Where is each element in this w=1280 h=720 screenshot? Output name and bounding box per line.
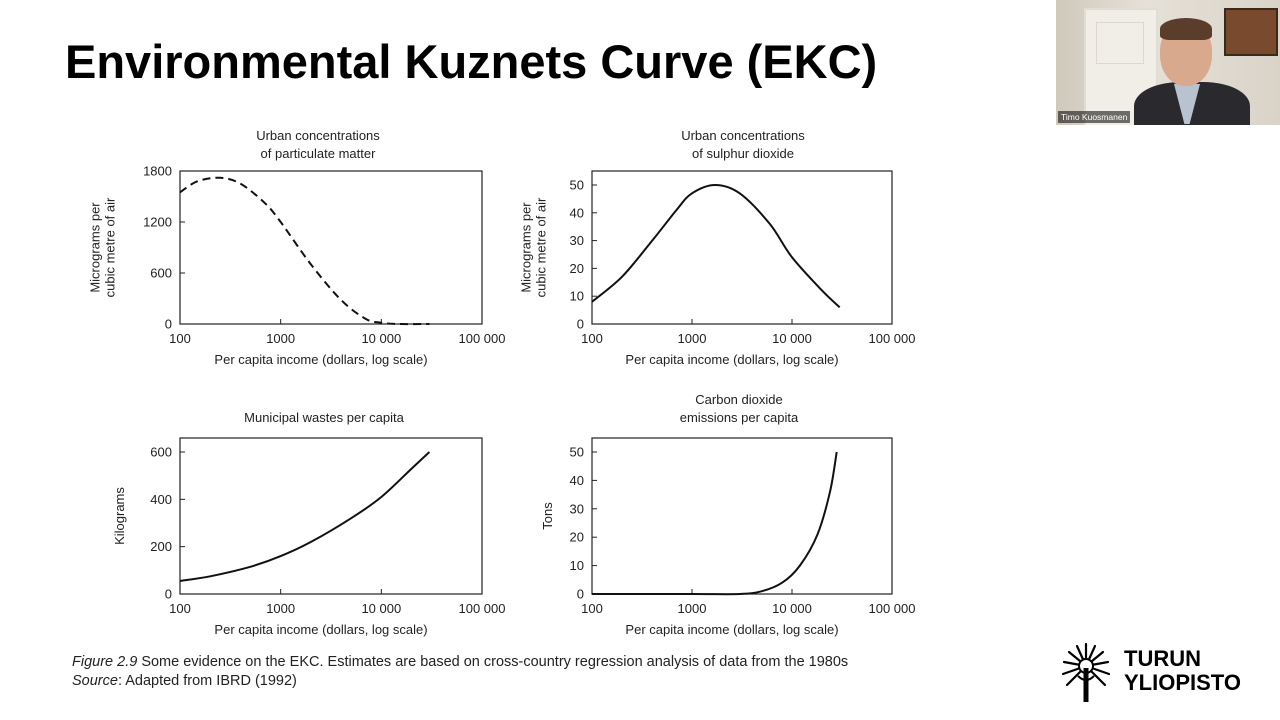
y-tick-label: 600: [150, 266, 172, 281]
chart-4: 100 1000 10 000 100 000 0 10 20 30 40 50 Per capit…: [540, 392, 916, 637]
chart-title: of sulphur dioxide: [692, 146, 794, 161]
plot-frame: [179, 437, 483, 595]
y-axis-label: cubic metre of air: [103, 197, 118, 297]
chart-2: 100 1000 10 000 100 000 0 10 20 30 40 50 Per capit…: [519, 128, 916, 367]
logo-line-1: TURUN: [1124, 646, 1201, 671]
chart-title: Carbon dioxide: [695, 392, 782, 407]
x-tick-label: 10 000: [361, 601, 401, 616]
x-axis-label: Per capita income (dollars, log scale): [214, 352, 427, 367]
webcam-participant-name: Timo Kuosmanen: [1058, 111, 1131, 123]
y-axis-label: Kilograms: [112, 487, 127, 545]
x-axis-label: Per capita income (dollars, log scale): [625, 352, 838, 367]
chart-title: Urban concentrations: [256, 128, 380, 143]
y-tick-label: 40: [570, 473, 584, 488]
torch-emblem-icon: [1061, 642, 1111, 702]
y-tick-label: 0: [165, 587, 172, 602]
y-axis-label: cubic metre of air: [534, 197, 549, 297]
x-tick-label: 100: [581, 331, 603, 346]
figure-caption-text: Some evidence on the EKC. Estimates are …: [137, 654, 849, 670]
x-tick-label: 100: [169, 331, 191, 346]
y-tick-label: 200: [150, 539, 172, 554]
figure-label: Figure 2.9: [72, 654, 138, 670]
x-tick-label: 100 000: [869, 601, 916, 616]
x-tick-label: 100: [581, 601, 603, 616]
x-tick-label: 1000: [266, 331, 295, 346]
plot-frame: [179, 170, 483, 325]
plot-frame: [591, 170, 893, 325]
source-text: : Adapted from IBRD (1992): [117, 673, 297, 689]
y-axis-label: Tons: [540, 502, 555, 530]
series-line: [592, 451, 838, 596]
x-tick-label: 10 000: [772, 601, 812, 616]
university-logo: TURUN YLIOPISTO: [1061, 642, 1241, 702]
x-tick-label: 100 000: [869, 331, 916, 346]
y-tick-label: 0: [577, 587, 584, 602]
chart-title: emissions per capita: [680, 410, 799, 425]
y-tick-label: 40: [570, 205, 584, 220]
x-axis-label: Per capita income (dollars, log scale): [625, 622, 838, 637]
y-tick-label: 20: [570, 261, 584, 276]
series-line: [591, 183, 841, 309]
chart-title: Urban concentrations: [681, 128, 805, 143]
chart-3: 100 1000 10 000 100 000 0 200 400 600 Per capita…: [112, 410, 506, 637]
x-tick-label: 10 000: [772, 331, 812, 346]
y-tick-label: 10: [570, 558, 584, 573]
x-tick-label: 100 000: [459, 331, 506, 346]
y-tick-label: 30: [570, 501, 584, 516]
y-tick-label: 600: [150, 445, 172, 460]
x-tick-label: 1000: [266, 601, 295, 616]
y-tick-label: 10: [570, 289, 584, 304]
y-tick-label: 1800: [143, 164, 172, 179]
series-line: [179, 451, 431, 582]
chart-title: Municipal wastes per capita: [244, 410, 404, 425]
x-tick-label: 100 000: [459, 601, 506, 616]
y-tick-label: 50: [570, 178, 584, 193]
webcam-door-panel: [1096, 22, 1144, 64]
y-tick-label: 400: [150, 492, 172, 507]
webcam-wall-picture: [1224, 8, 1278, 56]
y-tick-label: 0: [577, 317, 584, 332]
x-tick-label: 100: [169, 601, 191, 616]
y-axis-label: Micrograms per: [88, 202, 103, 293]
y-tick-label: 1200: [143, 215, 172, 230]
source-caption: Source: Adapted from IBRD (1992): [72, 673, 297, 689]
source-label: Source: [72, 673, 118, 689]
y-tick-label: 30: [570, 233, 584, 248]
x-tick-label: 10 000: [361, 331, 401, 346]
x-tick-label: 1000: [678, 601, 707, 616]
slide-title: Environmental Kuznets Curve (EKC): [65, 35, 878, 88]
plot-frame: [591, 437, 893, 595]
series-line: [179, 176, 430, 326]
x-axis-label: Per capita income (dollars, log scale): [214, 622, 427, 637]
y-tick-label: 50: [570, 445, 584, 460]
figure-caption: Figure 2.9 Some evidence on the EKC. Est…: [72, 654, 848, 670]
y-axis-label: Micrograms per: [519, 202, 534, 293]
y-tick-label: 20: [570, 530, 584, 545]
webcam-person-hair: [1160, 18, 1212, 40]
webcam-video: [1056, 0, 1280, 125]
logo-line-2: YLIOPISTO: [1124, 670, 1241, 695]
x-tick-label: 1000: [678, 331, 707, 346]
chart-title: of particulate matter: [261, 146, 377, 161]
chart-1: 100 1000 10 000 100 000 0 600 1200 1800 Per capi…: [88, 128, 506, 367]
y-tick-label: 0: [165, 317, 172, 332]
